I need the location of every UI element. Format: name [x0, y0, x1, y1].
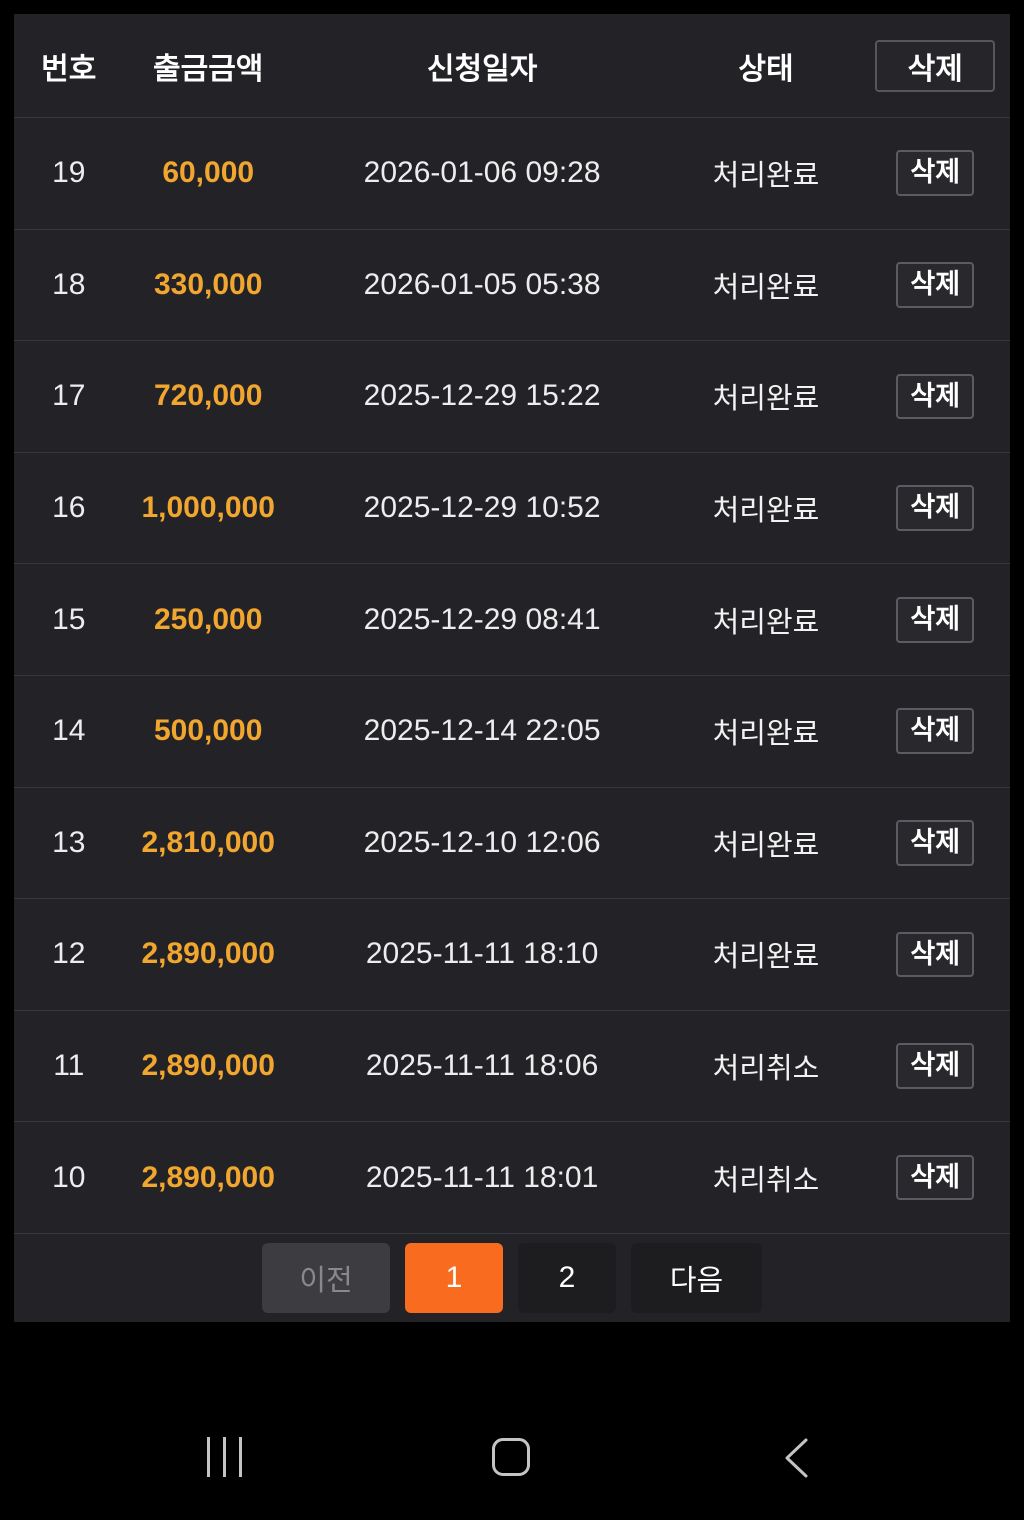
row-date: 2025-11-11 18:10 — [365, 937, 599, 971]
row-amount: 60,000 — [162, 156, 255, 190]
table-row: 12 2,890,000 2025-11-11 18:10 처리완료 삭제 — [14, 898, 1010, 1010]
row-status: 처리완료 — [712, 495, 820, 528]
row-status: 처리취소 — [712, 1164, 820, 1197]
row-number: 10 — [52, 1160, 86, 1194]
row-date: 2025-12-29 15:22 — [363, 379, 601, 413]
pagination-prev-button[interactable]: 이전 — [262, 1243, 390, 1313]
delete-row-button[interactable]: 삭제 — [896, 1043, 975, 1089]
row-date: 2025-11-11 18:01 — [365, 1160, 599, 1194]
table-row: 10 2,890,000 2025-11-11 18:01 처리취소 삭제 — [14, 1121, 1010, 1233]
row-status: 처리완료 — [712, 383, 820, 416]
pagination: 이전 1 2 다음 — [14, 1233, 1010, 1322]
table-row: 14 500,000 2025-12-14 22:05 처리완료 삭제 — [14, 674, 1010, 787]
delete-row-button[interactable]: 삭제 — [896, 820, 975, 866]
row-number: 13 — [52, 825, 86, 859]
pagination-page-button[interactable]: 1 — [405, 1243, 503, 1313]
row-date: 2025-12-14 22:05 — [363, 714, 601, 748]
delete-row-button[interactable]: 삭제 — [896, 596, 975, 643]
row-number: 18 — [52, 267, 86, 301]
row-number: 16 — [52, 491, 86, 525]
row-status: 처리취소 — [712, 1053, 820, 1086]
home-icon[interactable] — [492, 1438, 530, 1476]
withdrawal-history-table: 번호 출금금액 신청일자 상태 삭제 19 60,000 2026-01-06 … — [14, 14, 1010, 1322]
table-row: 18 330,000 2026-01-05 05:38 처리완료 삭제 — [14, 228, 1010, 341]
row-date: 2025-12-29 08:41 — [363, 602, 601, 636]
header-status: 상태 — [738, 52, 794, 86]
row-number: 17 — [52, 379, 86, 413]
row-status: 처리완료 — [712, 271, 820, 304]
delete-row-button[interactable]: 삭제 — [896, 262, 975, 308]
row-amount: 2,890,000 — [141, 1160, 275, 1194]
row-amount: 2,810,000 — [141, 825, 275, 859]
table-row: 16 1,000,000 2025-12-29 10:52 처리완료 삭제 — [14, 451, 1010, 564]
table-row: 11 2,890,000 2025-11-11 18:06 처리취소 삭제 — [14, 1009, 1010, 1122]
row-number: 19 — [52, 156, 86, 190]
delete-row-button[interactable]: 삭제 — [896, 150, 975, 197]
row-amount: 720,000 — [153, 379, 263, 413]
table-row: 15 250,000 2025-12-29 08:41 처리완료 삭제 — [14, 563, 1010, 675]
row-amount: 1,000,000 — [141, 491, 275, 525]
row-amount: 330,000 — [153, 267, 263, 301]
row-status: 처리완료 — [712, 941, 820, 974]
row-date: 2025-12-29 10:52 — [363, 491, 601, 525]
table-row: 17 720,000 2025-12-29 15:22 처리완료 삭제 — [14, 340, 1010, 452]
android-navigation-bar — [0, 1322, 1024, 1520]
delete-all-button[interactable]: 삭제 — [875, 39, 996, 92]
pagination-next-button[interactable]: 다음 — [631, 1243, 762, 1313]
table-body: 19 60,000 2026-01-06 09:28 처리완료 삭제 18 33… — [14, 117, 1010, 1233]
delete-row-button[interactable]: 삭제 — [896, 373, 975, 420]
delete-row-button[interactable]: 삭제 — [896, 931, 975, 978]
header-no: 번호 — [41, 52, 97, 86]
pagination-page-button[interactable]: 2 — [518, 1243, 616, 1313]
row-amount: 250,000 — [153, 602, 263, 636]
row-number: 15 — [52, 602, 86, 636]
row-amount: 2,890,000 — [141, 1049, 275, 1083]
row-number: 14 — [52, 714, 86, 748]
delete-row-button[interactable]: 삭제 — [896, 485, 975, 531]
table-row: 13 2,810,000 2025-12-10 12:06 처리완료 삭제 — [14, 786, 1010, 899]
header-amount: 출금금액 — [153, 52, 264, 86]
row-date: 2025-11-11 18:06 — [365, 1049, 599, 1083]
table-row: 19 60,000 2026-01-06 09:28 처리완료 삭제 — [14, 117, 1010, 229]
row-date: 2026-01-06 09:28 — [363, 156, 601, 190]
row-status: 처리완료 — [712, 160, 820, 193]
row-status: 처리완료 — [712, 829, 820, 862]
row-amount: 500,000 — [153, 714, 263, 748]
header-date: 신청일자 — [426, 52, 538, 86]
row-amount: 2,890,000 — [141, 937, 275, 971]
row-status: 처리완료 — [712, 606, 820, 639]
back-icon[interactable] — [781, 1435, 811, 1481]
row-date: 2025-12-10 12:06 — [363, 825, 601, 859]
row-status: 처리완료 — [712, 718, 820, 751]
row-date: 2026-01-05 05:38 — [363, 267, 601, 301]
row-number: 11 — [53, 1049, 85, 1083]
table-header-row: 번호 출금금액 신청일자 상태 삭제 — [14, 14, 1010, 117]
recent-apps-icon[interactable] — [207, 1437, 242, 1477]
delete-row-button[interactable]: 삭제 — [896, 708, 975, 755]
row-number: 12 — [52, 937, 86, 971]
delete-row-button[interactable]: 삭제 — [896, 1154, 975, 1201]
